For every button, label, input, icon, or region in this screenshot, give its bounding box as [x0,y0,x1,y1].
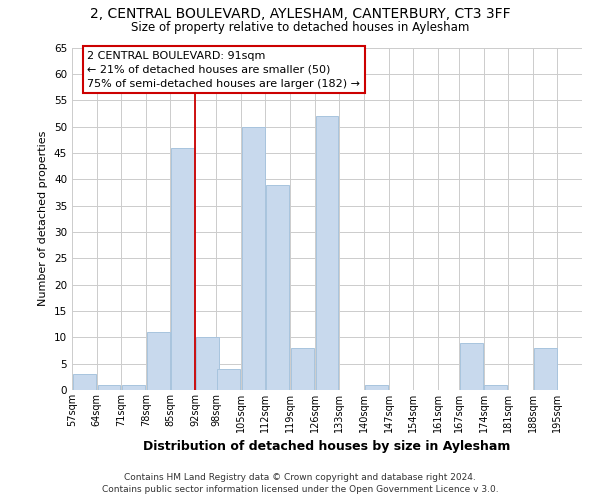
Text: 2, CENTRAL BOULEVARD, AYLESHAM, CANTERBURY, CT3 3FF: 2, CENTRAL BOULEVARD, AYLESHAM, CANTERBU… [89,8,511,22]
Bar [365,384,388,390]
Bar [196,338,219,390]
Text: Contains HM Land Registry data © Crown copyright and database right 2024.
Contai: Contains HM Land Registry data © Crown c… [101,472,499,494]
Bar [172,148,194,390]
Y-axis label: Number of detached properties: Number of detached properties [38,131,49,306]
Bar [122,384,145,390]
Bar [266,184,289,390]
Bar [73,374,96,390]
Text: 2 CENTRAL BOULEVARD: 91sqm
← 21% of detached houses are smaller (50)
75% of semi: 2 CENTRAL BOULEVARD: 91sqm ← 21% of deta… [88,51,360,89]
Bar [291,348,314,390]
X-axis label: Distribution of detached houses by size in Aylesham: Distribution of detached houses by size … [143,440,511,454]
Bar [217,369,240,390]
Bar [533,348,557,390]
Bar [97,384,121,390]
Text: Size of property relative to detached houses in Aylesham: Size of property relative to detached ho… [131,21,469,34]
Bar [460,342,482,390]
Bar [242,126,265,390]
Bar [147,332,170,390]
Bar [316,116,338,390]
Bar [484,384,507,390]
